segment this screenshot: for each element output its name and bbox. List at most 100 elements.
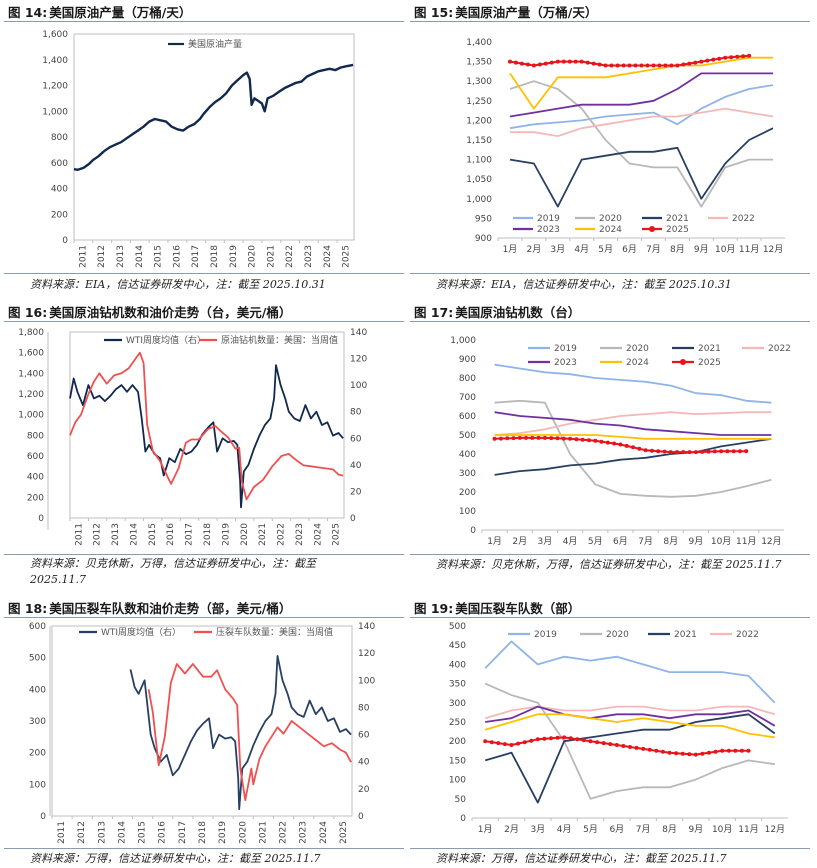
legend-marker — [680, 359, 686, 365]
x-tick-label: 9月 — [689, 536, 704, 547]
source-note: 资料来源：万得，信达证券研发中心，注：截至 2025.11.7 — [436, 852, 727, 865]
y-tick-label: 800 — [51, 133, 68, 143]
y-tick-label: 800 — [27, 431, 44, 441]
figure-title-text: 美国原油产量（万桶/天） — [455, 5, 598, 20]
x-tick-label: 1月 — [478, 824, 493, 835]
x-tick-label: 2018 — [203, 523, 213, 546]
y-tick-label: 400 — [459, 450, 476, 460]
x-tick-label: 2017 — [191, 245, 201, 268]
data-point — [587, 438, 591, 443]
figure-title-text: 美国压裂车队数和油价走势（部，美元/桶） — [49, 601, 292, 616]
y-tick-label: 400 — [29, 685, 46, 695]
source-note: 资料来源：万得，信达证券研发中心，注：截至 2025.11.7 — [30, 852, 321, 865]
figure-title: 图 15: 美国原油产量（万桶/天） — [414, 2, 597, 21]
data-point — [669, 63, 674, 68]
y-tick-label: 1,050 — [466, 175, 492, 185]
x-tick-label: 2019 — [218, 821, 228, 844]
x-tick-label: 2014 — [117, 821, 127, 844]
figure-number: 图 18: — [8, 601, 48, 616]
y-tick-label: 1,000 — [42, 107, 68, 117]
data-point — [525, 62, 530, 67]
y-tick-label: 300 — [459, 469, 476, 479]
data-point — [706, 449, 711, 454]
data-point — [651, 63, 656, 68]
y2-tick-label: 140 — [358, 622, 375, 632]
legend: 2019 2020 2021 2022 2023 2024 2025 — [513, 214, 755, 235]
x-tick-label: 2023 — [295, 523, 305, 546]
series-line-原油钻机数量：美国：当周值 — [69, 351, 344, 501]
y-tick-label: 200 — [449, 737, 466, 747]
data-point — [631, 445, 635, 450]
y-tick-label: 1,350 — [466, 58, 492, 68]
legend-label: 2025 — [666, 225, 689, 235]
legend-label: 2024 — [626, 358, 649, 368]
x-tick-label: 2020 — [238, 821, 248, 844]
figure-18: 图 18: 美国压裂车队数和油价走势（部，美元/桶） 0 100 200 300 400 5… — [4, 596, 404, 868]
y-tick-label: 1,000 — [466, 195, 492, 205]
data-point — [624, 443, 629, 448]
data-point — [707, 750, 711, 755]
series-line-WTI周度均值（右） — [129, 655, 352, 811]
data-point — [633, 63, 638, 68]
y-tick-label: 200 — [459, 488, 476, 498]
x-tick-label: 2024 — [313, 523, 323, 546]
y2-tick-label: 40 — [350, 461, 362, 471]
y-tick-label: 50 — [455, 795, 467, 805]
legend: WTI周度均值（右） 原油钻机数量：美国：当周值 — [104, 334, 338, 346]
data-point — [641, 746, 646, 751]
x-tick-label: 2022 — [285, 245, 295, 268]
data-point — [595, 740, 600, 745]
chart-15: 900 950 1,000 1,050 1,100 1,150 1,200 1,250 1,30… — [410, 22, 810, 272]
series-line-2019 — [484, 640, 776, 704]
x-tick-label: 7月 — [646, 244, 661, 255]
data-point — [585, 60, 590, 65]
figure-title-text: 美国原油钻机数（台） — [455, 305, 581, 320]
data-point — [739, 748, 744, 753]
data-point — [693, 752, 698, 757]
data-point — [726, 748, 731, 753]
data-point — [643, 448, 648, 453]
chart-19: 0 50 100 150 200 250 300 350 400 450 500 1月 2月 3月 4月 5月… — [410, 618, 810, 846]
x-tick-label: 7月 — [638, 536, 653, 547]
figure-title-text: 美国原油钻机数和油价走势（台，美元/桶） — [49, 305, 292, 320]
x-tick-label: 3月 — [538, 536, 553, 547]
legend-label: 2020 — [606, 630, 629, 640]
x-tick-label: 2022 — [279, 821, 289, 844]
legend-label: 2021 — [698, 344, 721, 354]
data-point — [621, 63, 626, 68]
figure-number: 图 16: — [8, 305, 48, 320]
data-point — [705, 58, 710, 63]
y-tick-label: 500 — [459, 431, 476, 441]
data-point — [509, 743, 514, 747]
data-point — [591, 61, 596, 66]
y2-tick-label: 40 — [358, 758, 370, 768]
x-tick-label: 10月 — [715, 244, 735, 255]
y-tick-label: 1,000 — [18, 411, 44, 421]
source-note: 资料来源：EIA，信达证券研发中心，注：截至 2025.10.31 — [30, 278, 326, 291]
y2-tick-label: 20 — [350, 487, 362, 497]
data-point — [519, 61, 524, 66]
y-tick-label: 400 — [51, 185, 68, 195]
y-tick-label: 250 — [449, 718, 466, 728]
data-point — [530, 435, 535, 440]
x-tick-label: 2017 — [178, 821, 188, 844]
x-tick-label: 10月 — [711, 536, 731, 547]
data-point — [529, 738, 534, 743]
y-tick-label: 200 — [51, 210, 68, 220]
data-point — [687, 752, 692, 757]
y-tick-label: 300 — [29, 717, 46, 727]
x-tick-label: 2014 — [129, 523, 139, 546]
source-note: 资料来源：贝克休斯，万得，信达证券研发中心，注：截至 2025.11.7 — [436, 558, 782, 571]
legend-label: 原油钻机数量：美国：当周值 — [221, 334, 338, 346]
data-point — [505, 436, 510, 441]
x-tick-label: 11月 — [739, 244, 759, 255]
data-point — [542, 736, 547, 741]
x-tick-label: 4月 — [557, 824, 572, 835]
x-tick-label: 2021 — [258, 523, 268, 546]
series-line-2023 — [494, 411, 772, 436]
data-point — [738, 449, 742, 454]
data-point — [599, 439, 604, 444]
figure-15: 图 15: 美国原油产量（万桶/天） 900 950 1,000 1,050 1,100 1… — [410, 0, 810, 292]
y2-tick-label: 60 — [358, 731, 370, 741]
data-point — [744, 449, 749, 454]
